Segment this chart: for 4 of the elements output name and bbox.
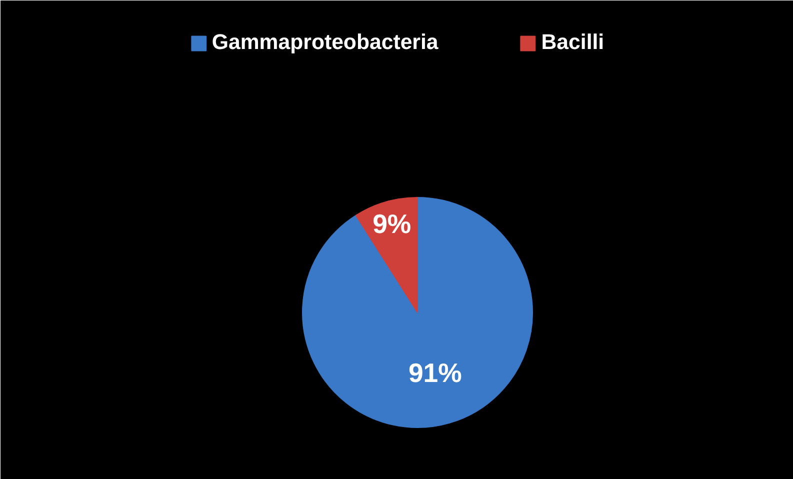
data-label: 9% — [372, 209, 412, 240]
data-label: 91% — [408, 358, 462, 388]
legend-label: Gammaproteobacteria — [212, 30, 438, 55]
legend-label: Bacilli — [541, 30, 604, 55]
